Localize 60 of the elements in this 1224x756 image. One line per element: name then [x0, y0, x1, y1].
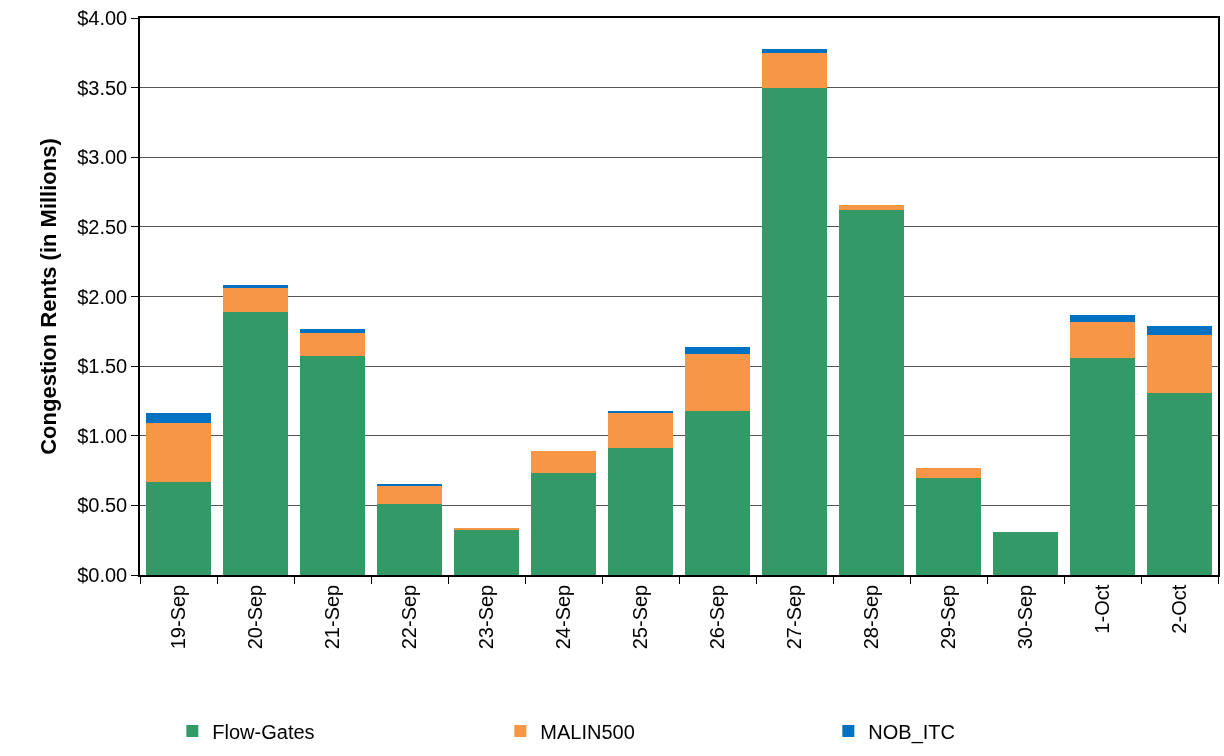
bar: [916, 477, 981, 575]
y-tick-label: $1.00: [77, 424, 128, 447]
bar: [377, 503, 442, 575]
y-tick-label: $0.50: [77, 494, 128, 517]
bar: [1070, 357, 1135, 575]
bar: [839, 210, 904, 575]
x-tick-label: 26-Sep: [706, 584, 728, 650]
bar: [531, 473, 596, 575]
bar: [300, 328, 365, 333]
x-tick-label: 28-Sep: [860, 584, 882, 650]
bar: [146, 481, 211, 575]
bar: [531, 451, 596, 474]
bar: [223, 285, 288, 289]
bar: [1070, 321, 1135, 358]
bar: [762, 52, 827, 88]
y-tick-label: $2.50: [77, 215, 128, 238]
bar: [608, 413, 673, 449]
bar: [454, 530, 519, 575]
x-tick-label: 30-Sep: [1014, 584, 1036, 650]
y-tick-label: $1.50: [77, 355, 128, 378]
bar: [685, 353, 750, 411]
x-tick-label: 20-Sep: [244, 584, 266, 650]
x-tick-label: 27-Sep: [783, 584, 805, 650]
bar: [685, 346, 750, 354]
bar: [300, 332, 365, 357]
bar: [300, 356, 365, 575]
y-tick-label: $3.50: [77, 76, 128, 99]
x-tick-label: 21-Sep: [321, 584, 343, 650]
bar: [916, 467, 981, 478]
y-tick-label: $3.00: [77, 146, 128, 169]
bar: [762, 87, 827, 575]
bar: [1147, 325, 1212, 336]
y-axis-title: Congestion Rents (in Millions): [36, 138, 62, 455]
legend-label: MALIN500: [540, 720, 635, 743]
x-tick-label: 23-Sep: [475, 584, 497, 650]
bar: [993, 531, 1058, 575]
y-tick-label: $4.00: [77, 7, 128, 29]
x-tick-label: 19-Sep: [167, 584, 189, 650]
bar: [608, 448, 673, 575]
x-tick-label: 22-Sep: [398, 584, 420, 650]
x-tick-label: 29-Sep: [937, 584, 959, 650]
x-tick-label: 24-Sep: [552, 584, 574, 650]
bar: [1147, 335, 1212, 393]
bar: [223, 288, 288, 312]
x-tick-label: 2-Oct: [1168, 584, 1190, 634]
bar: [146, 423, 211, 482]
bar: [146, 413, 211, 424]
bar: [377, 485, 442, 504]
y-tick-label: $0.00: [77, 564, 128, 586]
y-tick-label: $2.00: [77, 285, 128, 308]
bar: [762, 48, 827, 53]
bar: [839, 204, 904, 211]
bar: [685, 410, 750, 575]
x-tick-label: 1-Oct: [1091, 584, 1113, 634]
bar: [1147, 392, 1212, 575]
bar: [1070, 314, 1135, 322]
x-tick-label: 25-Sep: [629, 584, 651, 650]
legend-label: Flow-Gates: [212, 720, 315, 743]
legend-label: NOB_ITC: [868, 720, 956, 744]
bar: [223, 311, 288, 575]
